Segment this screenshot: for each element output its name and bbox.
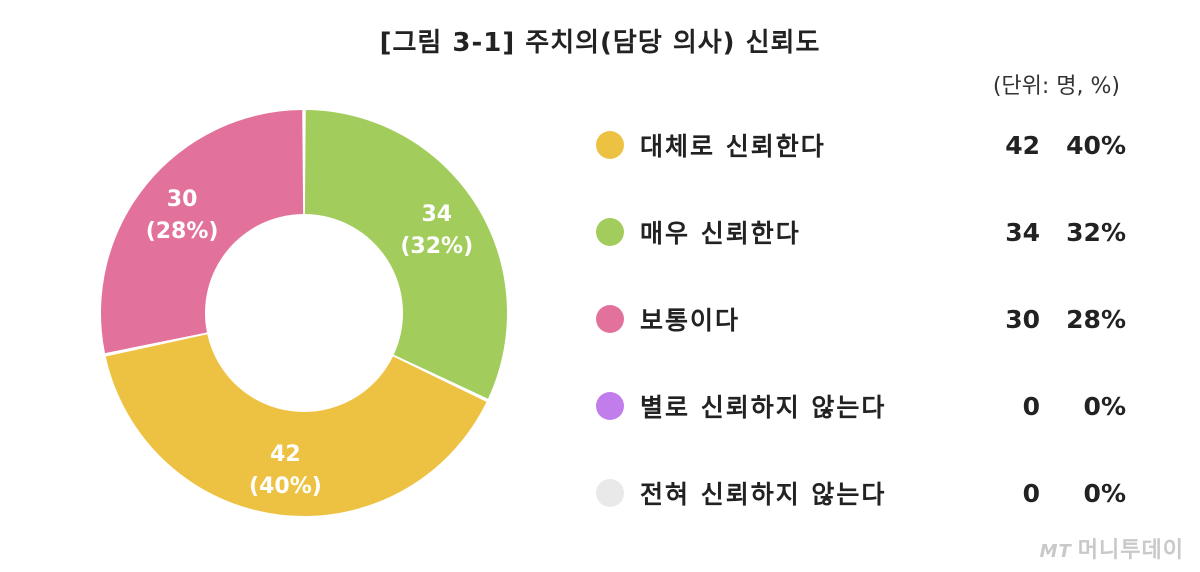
legend-percent: 0% <box>1083 478 1126 508</box>
legend-swatch <box>596 392 624 420</box>
slice-percent-label: (28%) <box>146 219 219 244</box>
slice-value-label: 30 <box>167 187 198 212</box>
unit-label: (단위: 명, %) <box>992 74 1120 99</box>
legend-swatch <box>596 479 624 507</box>
legend-count: 34 <box>1005 217 1040 247</box>
legend-count: 30 <box>1005 304 1040 334</box>
slice-value-label: 34 <box>421 202 452 227</box>
legend-item: 매우 신뢰한다 34 32% <box>596 209 1126 255</box>
slice-percent-label: (32%) <box>400 234 473 259</box>
watermark-text: 머니투데이 <box>1077 538 1184 563</box>
legend-swatch <box>596 218 624 246</box>
legend-percent: 32% <box>1066 217 1126 247</box>
legend-percent: 40% <box>1066 130 1126 160</box>
legend-label: 대체로 신뢰한다 <box>640 132 826 161</box>
donut-chart: 34 (32%) 42 (40%) 30 (28%) <box>100 110 507 516</box>
legend-item: 보통이다 30 28% <box>596 296 1126 342</box>
legend-swatch <box>596 305 624 333</box>
slice-3 <box>100 110 304 354</box>
legend-count: 42 <box>1005 130 1040 160</box>
legend-item: 전혀 신뢰하지 않는다 0 0% <box>596 470 1126 516</box>
legend-percent: 0% <box>1083 391 1126 421</box>
slice-percent-label: (40%) <box>249 474 322 499</box>
legend-item: 대체로 신뢰한다 42 40% <box>596 122 1126 168</box>
legend-count: 0 <box>1022 391 1040 421</box>
legend-item: 별로 신뢰하지 않는다 0 0% <box>596 383 1126 429</box>
watermark: MT 머니투데이 <box>1040 532 1184 564</box>
legend-percent: 28% <box>1066 304 1126 334</box>
legend-label: 전혀 신뢰하지 않는다 <box>640 480 887 509</box>
legend-swatch <box>596 131 624 159</box>
slice-value-label: 42 <box>270 442 301 467</box>
legend-label: 매우 신뢰한다 <box>640 219 801 248</box>
slice-1 <box>105 334 487 516</box>
watermark-logo: MT <box>1039 541 1072 562</box>
legend-label: 별로 신뢰하지 않는다 <box>640 393 887 422</box>
legend-label: 보통이다 <box>640 306 741 335</box>
legend-count: 0 <box>1022 478 1040 508</box>
slice-2 <box>304 110 507 399</box>
chart-title: [그림 3-1] 주치의(담당 의사) 신뢰도 <box>379 28 821 58</box>
